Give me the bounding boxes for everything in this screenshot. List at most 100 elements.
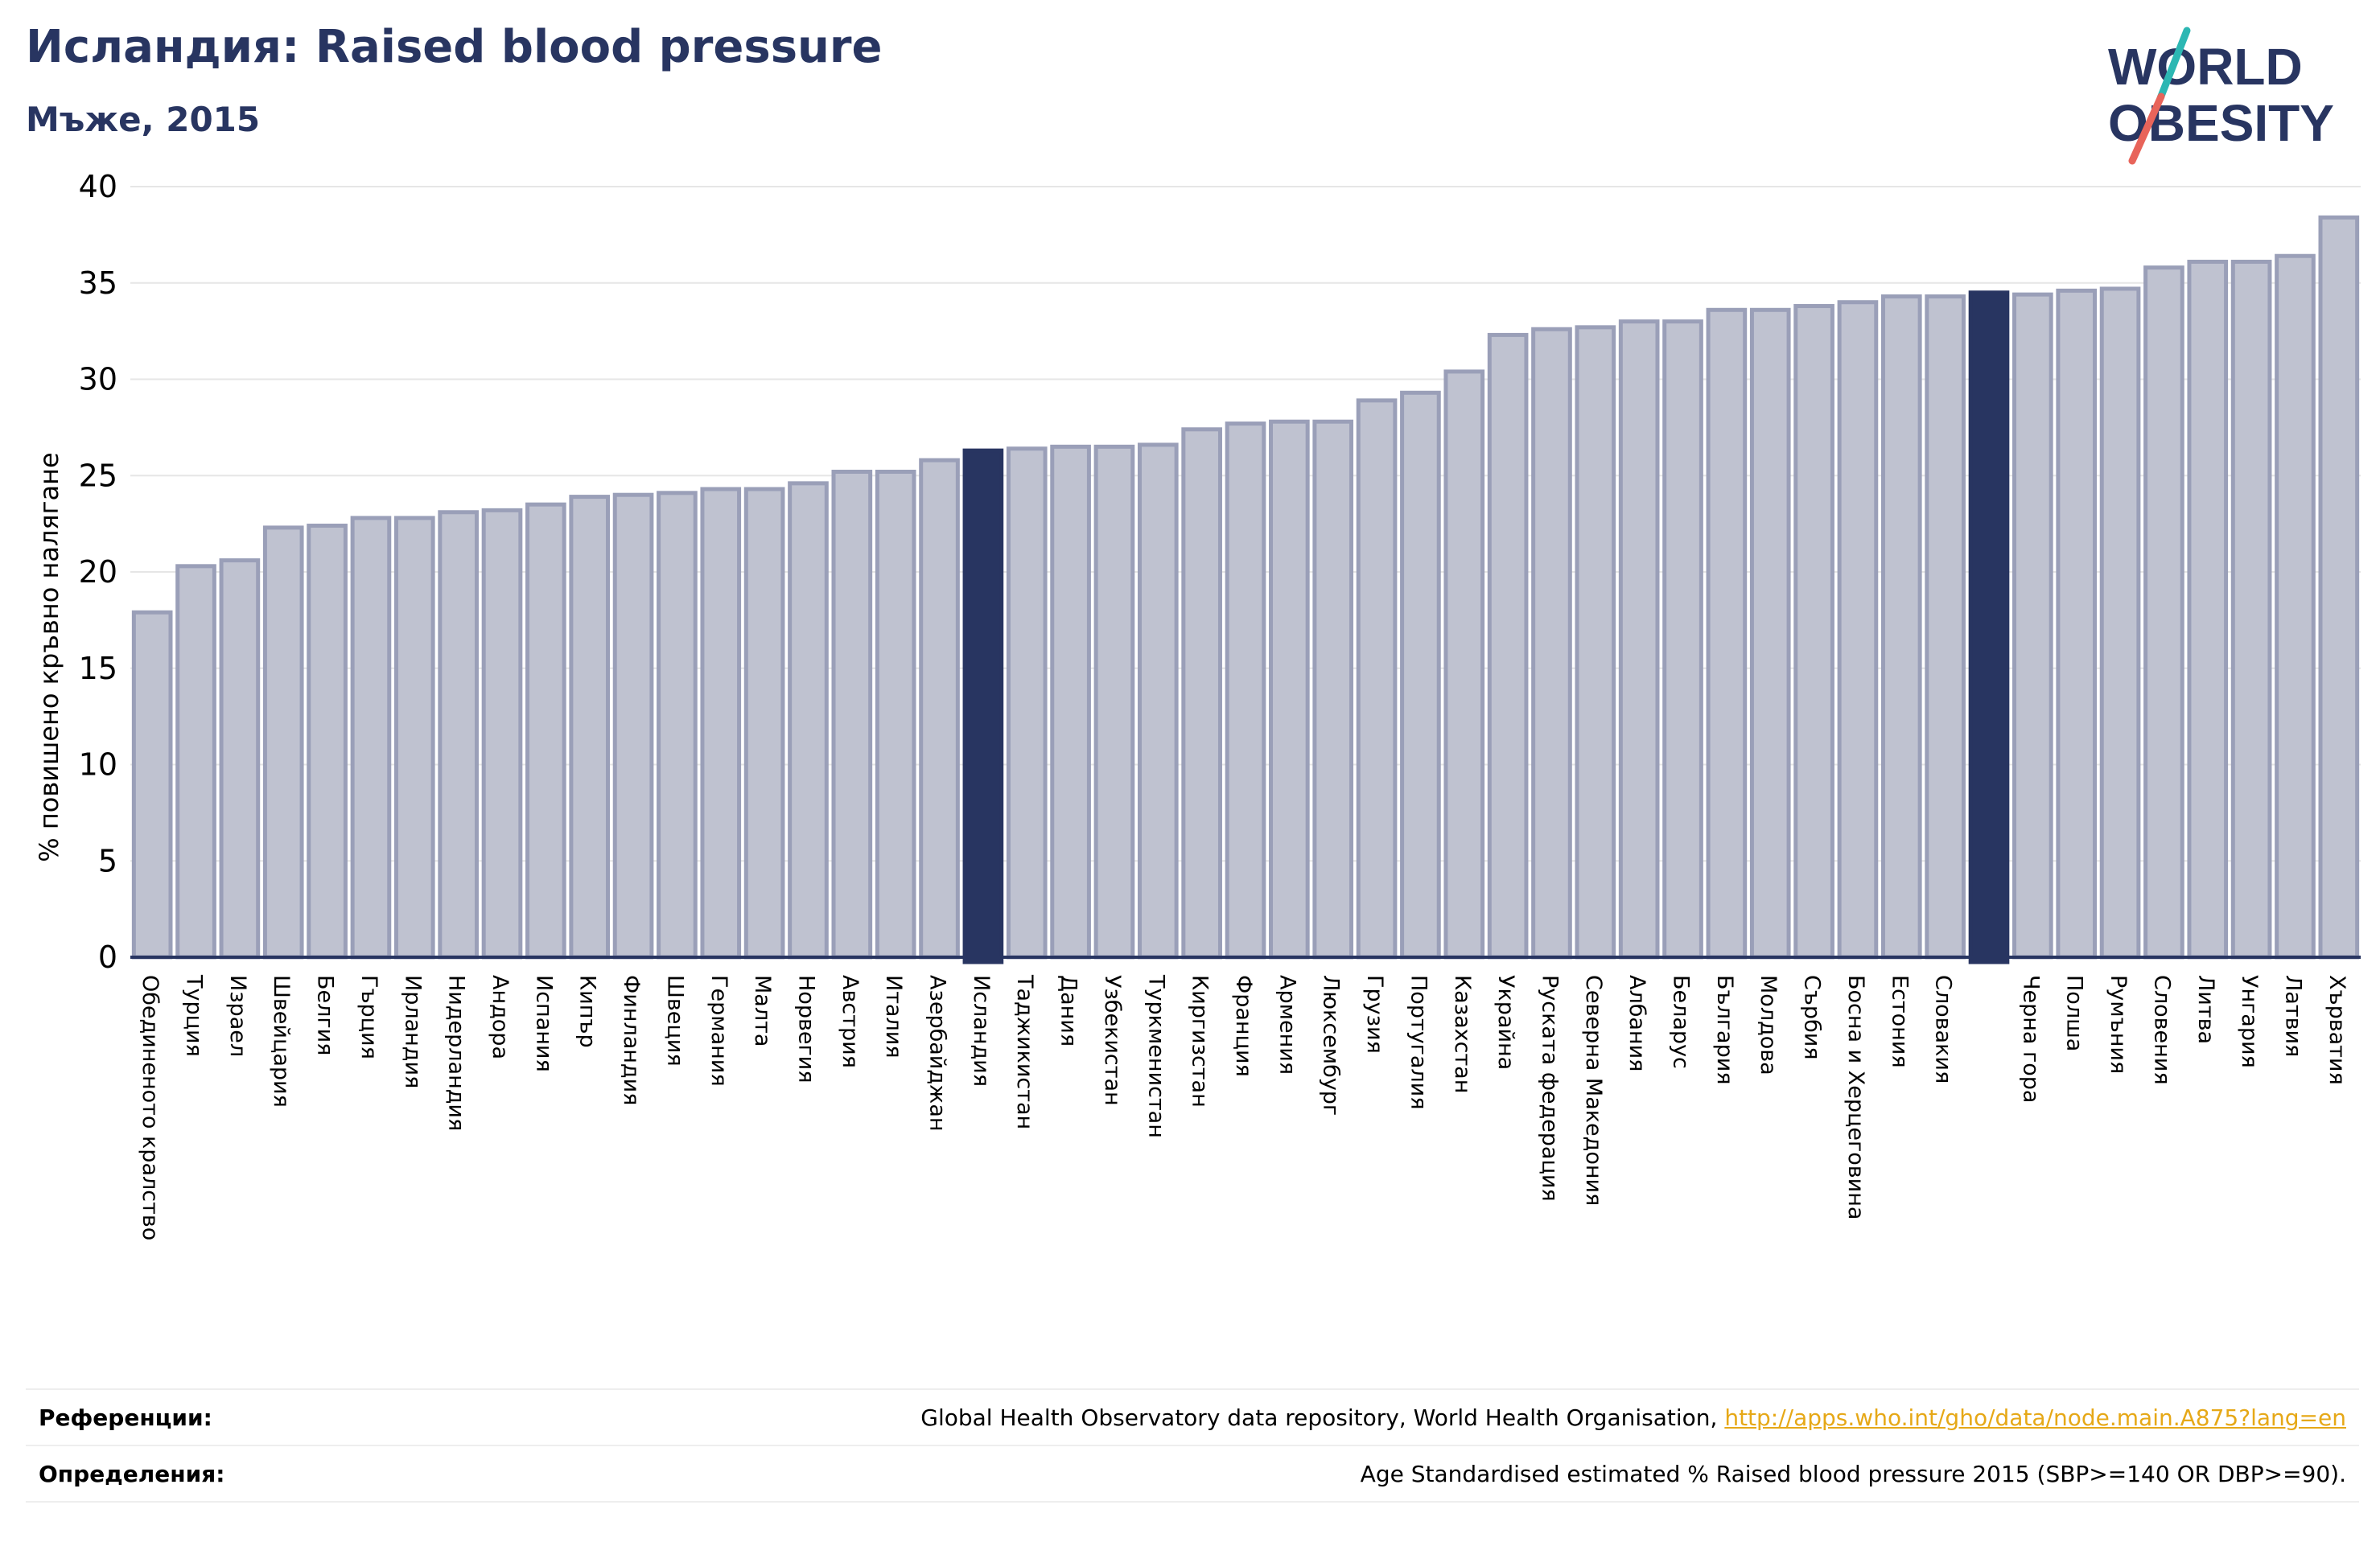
bar [219, 558, 261, 960]
bar [919, 458, 960, 960]
x-tick-label: България [1712, 975, 1737, 1085]
x-tick-label: Сърбия [1800, 975, 1825, 1060]
bar [1050, 444, 1091, 960]
definitions-text: Age Standardised estimated % Raised bloo… [1360, 1461, 2346, 1487]
bar [612, 492, 654, 960]
x-tick-label: Гърция [356, 975, 381, 1059]
bar [307, 524, 348, 960]
x-tick-label: Кипър [575, 975, 600, 1048]
x-tick-label: Грузия [1362, 975, 1387, 1054]
bar [743, 487, 785, 960]
bar [700, 487, 742, 960]
x-tick-label: Австрия [838, 975, 863, 1068]
bar [481, 508, 523, 960]
bar [2012, 292, 2053, 960]
x-axis: Обединеното кралство Турция Израел Швейцари… [130, 956, 2361, 1240]
x-tick-label: Северна Македония [1581, 975, 1606, 1206]
x-tick-label: Латвия [2280, 975, 2305, 1057]
bar [1531, 327, 1572, 960]
bar [962, 448, 1004, 964]
references-text: Global Health Observatory data repositor… [920, 1404, 2346, 1431]
bar [2230, 259, 2272, 960]
x-tick-label: Литва [2193, 975, 2218, 1044]
x-tick-label: Таджикистан [1012, 974, 1037, 1129]
y-tick-label: 20 [79, 554, 117, 590]
bar [525, 502, 566, 960]
bar [1968, 290, 2010, 964]
page-title: Исландия: Raised blood pressure [26, 21, 883, 73]
bar [262, 525, 304, 960]
references-link[interactable]: http://apps.who.int/gho/data/node.main.A… [1724, 1404, 2346, 1431]
x-tick-label: Португалия [1406, 975, 1431, 1109]
bar [657, 491, 698, 960]
y-tick-label: 0 [98, 940, 117, 975]
x-tick-label: Швейцария [269, 975, 294, 1108]
definitions-label: Определения: [39, 1461, 225, 1487]
x-tick-label: Ирландия [400, 975, 425, 1088]
bar [569, 495, 611, 960]
bar [350, 516, 392, 960]
x-tick-label: Киргизстан [1188, 975, 1213, 1108]
bar [1487, 332, 1529, 960]
x-tick-label: Дания [1056, 975, 1081, 1047]
bar [2187, 259, 2229, 960]
y-axis-label: % повишено кръвно налягане [34, 452, 64, 861]
bar [1093, 444, 1135, 960]
x-tick-label: Хърватия [2324, 975, 2349, 1085]
x-tick-label: Молдова [1756, 975, 1781, 1075]
bar [175, 564, 216, 960]
x-tick-label: Беларус [1669, 975, 1694, 1069]
x-tick-label: Франция [1231, 975, 1256, 1077]
bar [2099, 286, 2141, 960]
x-tick-label: Туркменистан [1143, 974, 1168, 1138]
page-subtitle: Мъже, 2015 [26, 100, 261, 139]
x-tick-label: Люксембург [1319, 975, 1344, 1116]
bar [2143, 265, 2184, 960]
bar [1225, 421, 1266, 960]
definitions-row: Определения: Age Standardised estimated … [26, 1445, 2359, 1503]
bar [1575, 325, 1616, 960]
y-tick-label: 30 [79, 362, 117, 397]
x-tick-label: Албания [1624, 975, 1649, 1071]
x-tick-label: Словакия [1931, 975, 1956, 1084]
references-row: Референции: Global Health Observatory da… [26, 1388, 2359, 1445]
bar [1618, 319, 1660, 960]
x-tick-label: Естония [1887, 975, 1912, 1068]
x-tick-label: Казахстан [1450, 975, 1475, 1093]
references-label: Референции: [39, 1404, 212, 1431]
bar [1793, 303, 1834, 960]
bar [1137, 442, 1179, 960]
x-tick-label: Азербайджан [925, 975, 950, 1132]
bar-chart: 0 5 10 15 20 25 30 35 40 Обединеното кралство Тур… [34, 169, 2361, 1240]
world-obesity-logo: WORLD OBESITY [2108, 27, 2334, 165]
bar [1749, 307, 1791, 960]
bar [1706, 307, 1748, 960]
logo-slash-teal [2156, 27, 2191, 102]
x-tick-label: Исландия [969, 975, 994, 1087]
x-tick-label: Словения [2149, 975, 2174, 1085]
bar [1181, 427, 1222, 960]
bar [2318, 215, 2360, 960]
x-tick-label: Армения [1274, 975, 1299, 1075]
x-tick-label: Германия [706, 975, 731, 1087]
bar [1880, 294, 1922, 960]
bar [2275, 253, 2316, 960]
x-tick-label: Обединеното кралство [138, 975, 163, 1240]
x-tick-label: Андора [488, 975, 513, 1059]
y-axis: 0 5 10 15 20 25 30 35 40 [79, 169, 117, 975]
bars [131, 215, 2360, 964]
y-tick-label: 15 [79, 651, 117, 686]
x-tick-label: Италия [881, 975, 906, 1059]
bar [1925, 294, 1966, 960]
y-tick-label: 35 [79, 265, 117, 301]
bar [1269, 419, 1310, 960]
bar [393, 516, 435, 960]
x-tick-label: Испания [531, 975, 556, 1072]
x-tick-label: Малта [750, 975, 775, 1047]
bar [1662, 319, 1703, 960]
x-tick-label: Украйна [1493, 975, 1518, 1070]
x-tick-label: Унгария [2237, 975, 2262, 1068]
bar [438, 510, 479, 960]
y-tick-label: 40 [79, 169, 117, 204]
x-tick-label: Румъния [2106, 975, 2131, 1074]
